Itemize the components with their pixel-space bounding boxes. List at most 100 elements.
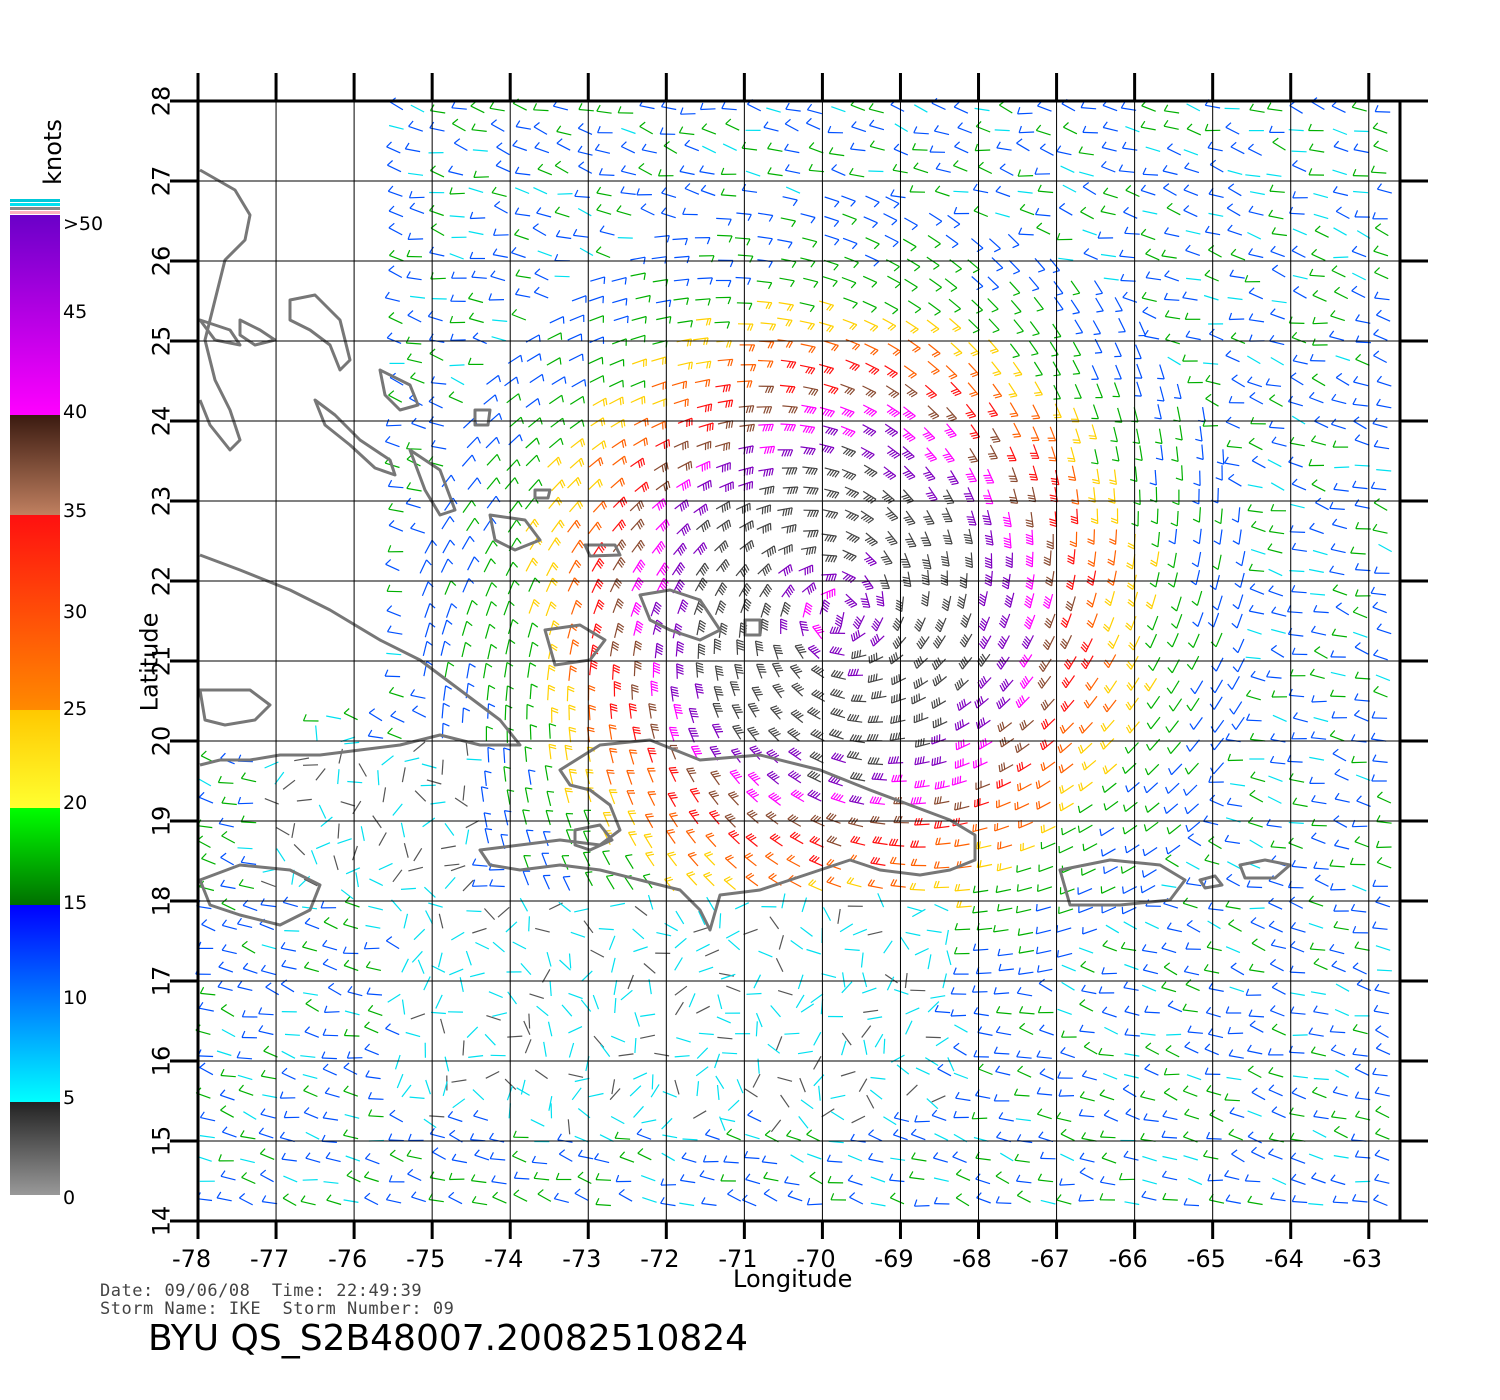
wind-barb <box>1197 551 1202 567</box>
wind-barb-feather <box>848 490 855 497</box>
wind-barb-feather <box>1103 687 1109 694</box>
wind-barb <box>1092 570 1097 586</box>
wind-barb-feather <box>831 837 838 844</box>
wind-barb <box>528 577 536 592</box>
wind-barb <box>714 540 726 552</box>
wind-barb <box>824 234 840 241</box>
wind-barb-feather <box>751 520 754 528</box>
wind-barb <box>504 705 507 721</box>
wind-barb <box>906 258 921 268</box>
wind-barb-feather <box>978 697 982 705</box>
wind-barb-feather <box>1373 649 1379 656</box>
wind-barb <box>715 559 727 572</box>
wind-barb-feather <box>972 183 978 191</box>
wind-barb-feather <box>1228 312 1233 320</box>
wind-barb-feather <box>1036 308 1044 312</box>
wind-barb-feather <box>746 238 751 246</box>
wind-barb <box>1219 529 1223 545</box>
wind-barb <box>651 356 666 362</box>
wind-barb-feather <box>1208 775 1212 783</box>
wind-barb-feather <box>695 683 703 686</box>
wind-barb <box>408 172 424 176</box>
wind-barb <box>1060 763 1074 774</box>
wind-barb <box>988 339 999 352</box>
wind-barb-feather <box>1024 675 1030 683</box>
wind-barb-feather <box>769 486 772 494</box>
wind-barb <box>1270 356 1285 366</box>
wind-barb-feather <box>952 390 960 395</box>
wind-barb-feather <box>751 405 755 413</box>
wind-barb <box>1372 529 1388 534</box>
wind-barb <box>1334 798 1350 803</box>
wind-barb <box>1162 170 1178 176</box>
wind-barb-feather <box>690 713 698 715</box>
wind-barb-feather <box>1086 602 1093 608</box>
wind-barb-feather <box>1225 733 1230 740</box>
wind-barb <box>1112 634 1120 649</box>
wind-barb-feather <box>794 524 797 532</box>
wind-barb <box>1103 719 1115 732</box>
wind-barb <box>1198 528 1202 544</box>
wind-barb <box>1081 868 1096 876</box>
wind-barb <box>454 142 468 152</box>
wind-barb <box>548 394 563 405</box>
wind-barb <box>1174 528 1178 544</box>
wind-barb-feather <box>488 703 496 708</box>
wind-barb <box>676 523 689 535</box>
wind-barb-feather <box>453 138 461 144</box>
wind-barb-feather <box>588 687 596 692</box>
wind-barb-feather <box>815 731 822 737</box>
wind-barb-feather <box>702 564 708 572</box>
wind-barb-feather <box>1025 539 1033 543</box>
wind-barb-feather <box>1019 682 1025 689</box>
wind-barb <box>431 382 447 385</box>
wind-barb-feather <box>1087 619 1094 626</box>
wind-barb-feather <box>1035 394 1043 397</box>
wind-barb <box>656 316 671 321</box>
wind-barb-feather <box>468 312 474 319</box>
wind-barb-feather <box>851 343 858 350</box>
wind-barb <box>747 774 760 787</box>
wind-barb <box>1247 381 1262 388</box>
wind-barb-feather <box>811 752 818 759</box>
wind-barb-feather <box>1040 825 1043 833</box>
wind-barb <box>918 617 926 632</box>
wind-barb-feather <box>617 625 624 631</box>
wind-barb-feather <box>848 513 855 520</box>
wind-barb-feather <box>1022 656 1028 663</box>
wind-barb-feather <box>1045 639 1051 646</box>
wind-barb <box>973 210 989 218</box>
wind-barb <box>1289 442 1305 447</box>
wind-barb-feather <box>451 603 458 609</box>
wind-barb-feather <box>553 620 560 626</box>
wind-barb-feather <box>1044 699 1049 707</box>
wind-barb <box>410 694 426 699</box>
wind-barb <box>221 802 237 806</box>
wind-barb <box>1208 193 1224 198</box>
wind-barb-feather <box>602 375 605 383</box>
wind-barb-feather <box>619 541 625 549</box>
wind-barb <box>590 276 605 282</box>
wind-barb <box>1047 635 1055 650</box>
wind-barb-feather <box>800 626 809 629</box>
wind-barb-feather <box>834 471 840 478</box>
wind-barb <box>1173 572 1178 588</box>
wind-barb-feather <box>1003 519 1011 522</box>
wind-barb-feather <box>898 674 901 682</box>
wind-barb-feather <box>905 454 913 459</box>
wind-barb-feather <box>697 627 705 633</box>
wind-barb-feather <box>730 399 734 408</box>
wind-barb <box>387 732 402 740</box>
wind-barb-feather <box>670 729 678 731</box>
wind-barb-feather <box>972 824 975 832</box>
wind-barb-feather <box>866 408 873 415</box>
wind-barb-feather <box>1248 563 1253 571</box>
wind-barb-feather <box>1102 121 1108 128</box>
wind-barb <box>869 802 885 805</box>
wind-barb-feather <box>834 239 840 246</box>
wind-barb <box>1122 865 1136 874</box>
wind-barb <box>551 519 561 533</box>
wind-barb-feather <box>947 432 955 437</box>
wind-barb <box>1115 529 1118 545</box>
wind-barb-feather <box>726 502 729 510</box>
